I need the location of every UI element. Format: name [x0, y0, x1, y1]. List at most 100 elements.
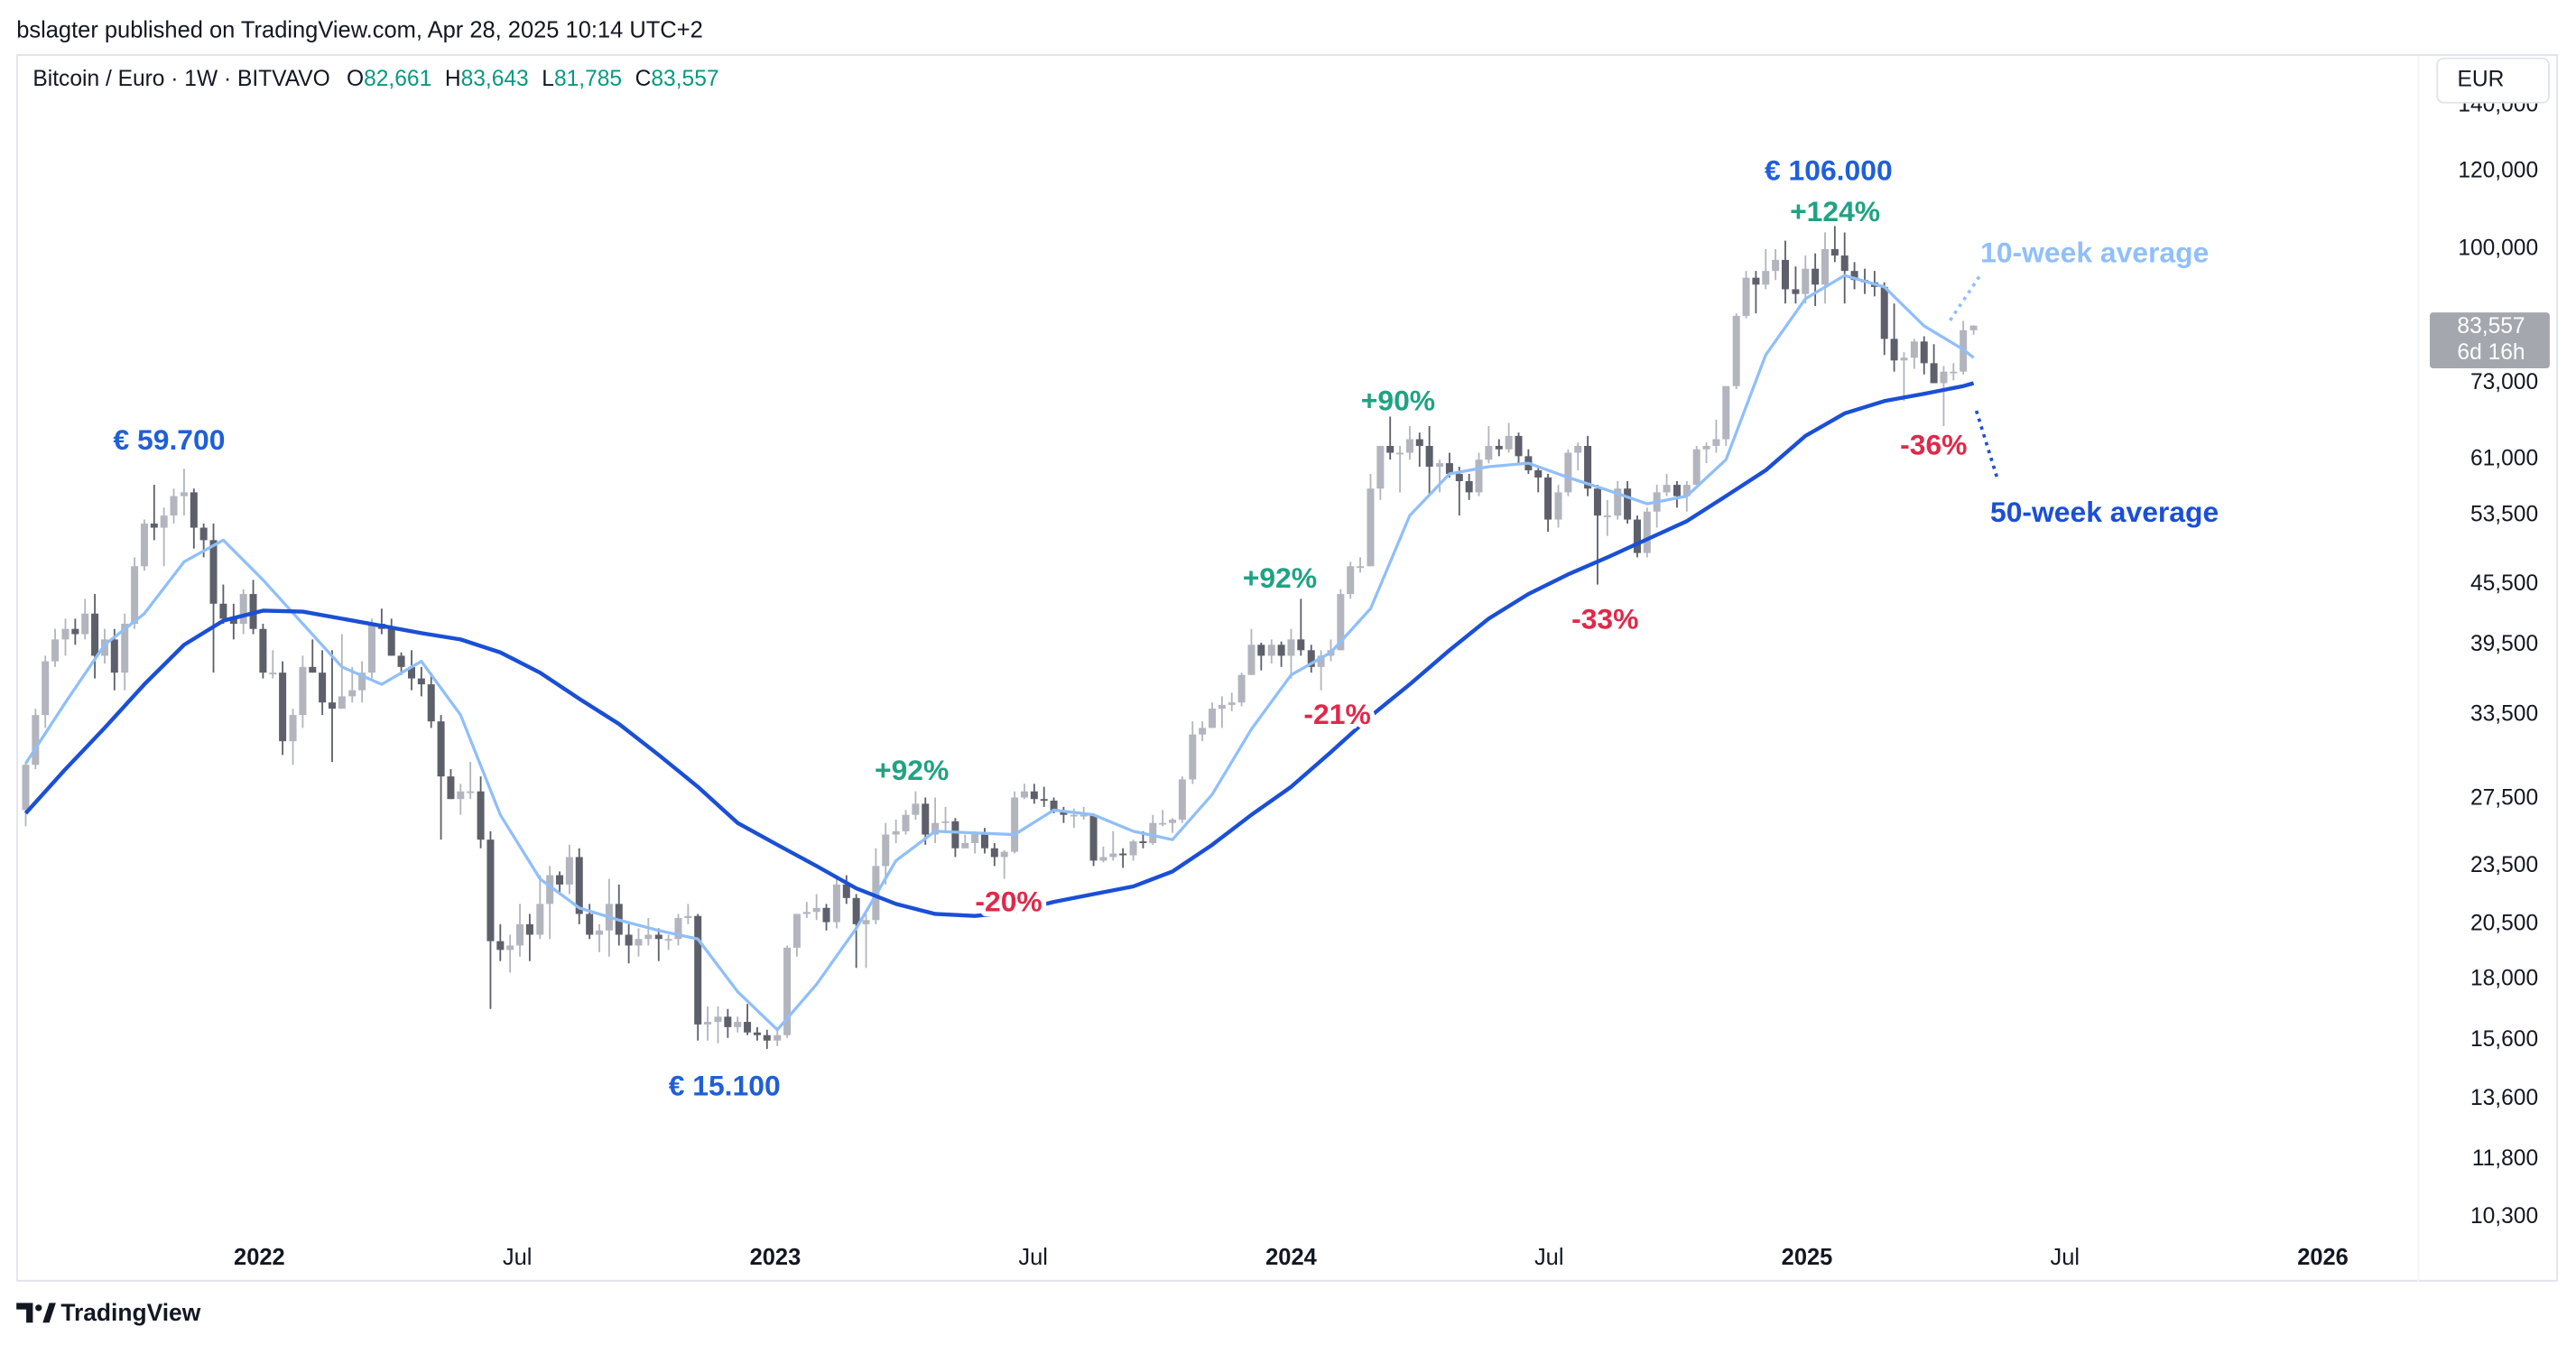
candle-body: [1099, 857, 1107, 861]
candle-body: [417, 678, 425, 685]
annotation: +124%: [1790, 195, 1880, 227]
candle-body: [1011, 797, 1019, 852]
candle-body: [131, 566, 139, 625]
candle-body: [674, 917, 682, 940]
candle-body: [1169, 820, 1177, 823]
annotation: -33%: [1571, 602, 1638, 635]
y-tick-label: 120,000: [2458, 158, 2538, 182]
candle-body: [121, 624, 129, 673]
candle-body: [556, 875, 564, 885]
candle-body: [783, 947, 792, 1035]
candle-body: [1850, 271, 1858, 281]
candle-body: [1357, 566, 1365, 569]
annotation: € 15.100: [669, 1069, 781, 1101]
candle-body: [1742, 277, 1750, 316]
y-tick-label: 11,800: [2472, 1146, 2538, 1171]
last-price-tag: [2430, 312, 2550, 369]
y-tick-label: 27,500: [2470, 786, 2538, 811]
candle-body: [140, 524, 148, 567]
candle-body: [684, 915, 692, 918]
candle-body: [328, 702, 336, 710]
candle-body: [1702, 445, 1710, 450]
candle-body: [802, 912, 811, 914]
candle-body: [1199, 728, 1207, 735]
candle-body: [1465, 481, 1473, 493]
candle-body: [882, 834, 890, 867]
candle-body: [1692, 449, 1700, 486]
candle-body: [1663, 485, 1671, 493]
countdown: 6d 16h: [2457, 340, 2525, 365]
candle-body: [862, 920, 870, 924]
candle-body: [912, 803, 920, 815]
candle-body: [81, 613, 89, 635]
candle-body: [1050, 800, 1058, 812]
series-label: 10-week average: [1980, 237, 2209, 269]
candle-body: [1436, 463, 1444, 468]
candle-body: [1425, 445, 1433, 468]
candle-body: [1237, 674, 1246, 703]
candle-body: [832, 884, 840, 923]
candle-body: [150, 524, 158, 528]
candle-body: [586, 914, 594, 935]
series-label: 50-week average: [1990, 496, 2219, 528]
candle-body: [1830, 248, 1839, 256]
logo-mark: [42, 1303, 56, 1323]
candle-body: [1840, 255, 1849, 272]
candle-body: [190, 492, 198, 528]
candle-body: [635, 939, 643, 946]
candle-body: [1475, 459, 1483, 493]
candle-body: [319, 672, 327, 703]
y-tick-label: 73,000: [2470, 370, 2538, 394]
candle-body: [1802, 268, 1810, 294]
symbol: Bitcoin / Euro · 1W · BITVAVO: [32, 68, 329, 92]
candle-body: [1633, 519, 1641, 553]
candle-body: [32, 715, 40, 765]
currency[interactable]: EUR: [2457, 68, 2504, 92]
annotation: +92%: [1243, 561, 1317, 594]
annotation: -36%: [1900, 428, 1967, 460]
candle-body: [1534, 469, 1543, 478]
candle-body: [1119, 853, 1127, 856]
candle-body: [477, 791, 485, 840]
candle-body: [812, 907, 820, 913]
candle-body: [51, 639, 60, 662]
candle-body: [625, 934, 633, 946]
candle-body: [1149, 822, 1157, 843]
logo-mark: [16, 1303, 33, 1323]
candle-body: [704, 1022, 712, 1025]
candle-body: [180, 492, 188, 496]
y-tick-label: 20,500: [2470, 911, 2538, 935]
candle-body: [447, 776, 455, 800]
y-tick-label: 33,500: [2470, 702, 2538, 727]
x-tick-label: 2023: [750, 1245, 802, 1270]
x-tick-label: 2024: [1265, 1245, 1317, 1270]
currency-button[interactable]: [2436, 57, 2550, 104]
candle-body: [1109, 853, 1117, 858]
candle-body: [1000, 851, 1008, 858]
candle-body: [941, 821, 950, 823]
candle-body: [22, 765, 30, 811]
candle-body: [1129, 841, 1137, 856]
candle-body: [961, 842, 969, 849]
plot-area: [22, 224, 1978, 1049]
candle-body: [1593, 488, 1601, 516]
candle-body: [1337, 594, 1345, 651]
annotation: -21%: [1303, 698, 1370, 730]
candle-body: [170, 496, 178, 516]
candle-body: [289, 715, 297, 742]
candle-body: [654, 934, 663, 940]
candle-body: [1376, 445, 1385, 489]
y-tick-label: 18,000: [2470, 967, 2538, 991]
candle-body: [664, 939, 672, 942]
candle-body: [1209, 709, 1217, 728]
annotation: +90%: [1361, 384, 1435, 416]
candle-body: [822, 907, 830, 923]
candle-body: [1228, 702, 1236, 705]
candle-body: [1554, 492, 1562, 520]
candle-body: [1070, 814, 1078, 817]
candle-body: [1792, 289, 1800, 294]
ohlc-key: C: [635, 68, 652, 92]
x-tick-label: Jul: [2050, 1245, 2080, 1270]
candle-body: [338, 696, 346, 710]
